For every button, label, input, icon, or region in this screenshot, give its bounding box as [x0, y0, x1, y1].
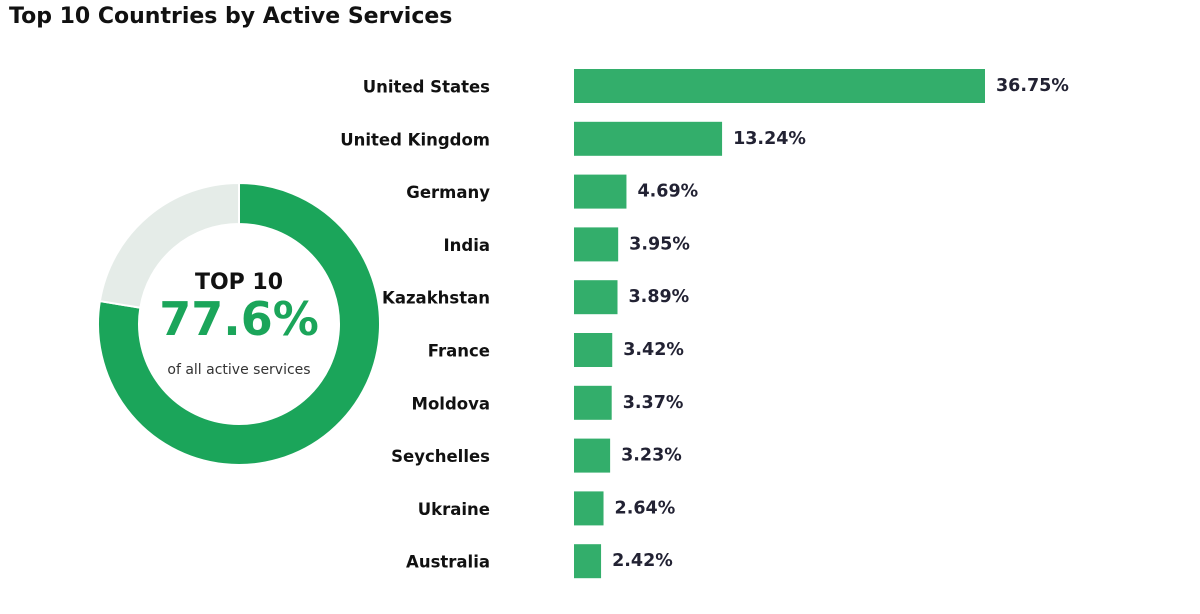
bar-value-label: 2.64%	[615, 498, 676, 518]
bar	[574, 69, 985, 103]
bar-category-label: Seychelles	[391, 447, 490, 466]
bar-category-label: India	[444, 236, 491, 255]
bar-category-label: United States	[363, 78, 490, 97]
bar	[574, 121, 723, 156]
bar-category-label: Australia	[406, 553, 490, 572]
bar	[574, 438, 611, 473]
donut-slice	[98, 181, 240, 309]
donut-slice	[97, 181, 381, 466]
bar	[574, 333, 613, 367]
donut-value: 77.6%	[159, 292, 319, 346]
bar-value-label: 36.75%	[996, 76, 1069, 96]
bar-category-label: Germany	[406, 183, 490, 202]
bar-category-label: Moldova	[412, 394, 490, 413]
bar-value-label: 3.95%	[629, 234, 690, 254]
donut-chart: TOP 10 77.6% of all active services	[97, 181, 381, 466]
bar	[574, 544, 602, 579]
bar-category-label: Kazakhstan	[382, 289, 490, 308]
bar-value-label: 3.23%	[621, 446, 682, 466]
bar	[574, 385, 612, 420]
donut-heading: TOP 10	[195, 270, 283, 295]
bar	[574, 174, 627, 209]
bar-value-label: 2.42%	[612, 551, 673, 571]
bar-chart: United States 36.75% United Kingdom 13.24% G…	[340, 69, 1069, 579]
bar-value-label: 4.69%	[637, 182, 698, 202]
bar-category-label: United Kingdom	[340, 130, 490, 149]
bar-value-label: 3.42%	[623, 340, 684, 360]
bar	[574, 280, 618, 315]
bar-value-label: 13.24%	[733, 129, 806, 149]
bar	[574, 491, 604, 526]
page-title: Top 10 Countries by Active Services	[9, 4, 453, 29]
donut-caption: of all active services	[167, 362, 310, 378]
bar-category-label: Ukraine	[418, 500, 490, 519]
bar	[574, 227, 619, 262]
bar-value-label: 3.37%	[623, 393, 684, 413]
bar-value-label: 3.89%	[629, 287, 690, 307]
bar-category-label: France	[428, 342, 490, 361]
